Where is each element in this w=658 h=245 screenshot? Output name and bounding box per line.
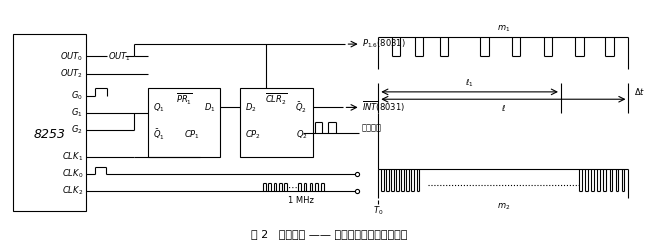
Text: $CP_2$: $CP_2$	[245, 129, 261, 141]
Text: $\bar{Q}_2$: $\bar{Q}_2$	[295, 100, 307, 115]
Text: $OUT_1$: $OUT_1$	[108, 50, 131, 63]
Text: $P_{1.6}$(8031): $P_{1.6}$(8031)	[362, 38, 405, 50]
Text: $Q_1$: $Q_1$	[153, 101, 165, 114]
Text: $Q_2$: $Q_2$	[295, 129, 307, 141]
Text: $OUT_2$: $OUT_2$	[60, 67, 83, 80]
Text: $OUT_0$: $OUT_0$	[60, 50, 83, 63]
Text: 1 MHz: 1 MHz	[288, 196, 315, 205]
Text: $T_0$: $T_0$	[373, 204, 384, 217]
Text: $\ell_1$: $\ell_1$	[465, 77, 474, 89]
FancyBboxPatch shape	[240, 88, 313, 157]
Text: $m_1$: $m_1$	[497, 23, 510, 34]
Text: 图 2   测频计数 —— 测周计脉冲法测量原理图: 图 2 测频计数 —— 测周计脉冲法测量原理图	[251, 229, 407, 239]
Text: $\cdots$: $\cdots$	[288, 182, 298, 192]
Text: 8253: 8253	[34, 128, 65, 141]
Text: $G_2$: $G_2$	[71, 123, 83, 136]
Text: $\overline{CLR_2}$: $\overline{CLR_2}$	[265, 91, 288, 107]
Text: $D_2$: $D_2$	[245, 101, 257, 114]
Text: $G_0$: $G_0$	[71, 89, 83, 102]
Text: $D_1$: $D_1$	[203, 101, 215, 114]
Text: $\Delta t$: $\Delta t$	[634, 86, 645, 97]
Text: $CLK_1$: $CLK_1$	[62, 150, 83, 163]
Text: $\ell$: $\ell$	[501, 103, 506, 113]
Text: $CLK_0$: $CLK_0$	[62, 168, 83, 180]
FancyBboxPatch shape	[13, 34, 86, 211]
FancyBboxPatch shape	[148, 88, 220, 157]
Text: $CLK_2$: $CLK_2$	[62, 185, 83, 197]
Text: $\overline{PR_1}$: $\overline{PR_1}$	[176, 91, 193, 107]
Text: $G_1$: $G_1$	[71, 106, 83, 119]
Text: $\overline{INT}$(8031): $\overline{INT}$(8031)	[362, 100, 405, 114]
Text: $\bar{Q}_1$: $\bar{Q}_1$	[153, 128, 165, 142]
Text: $m_2$: $m_2$	[497, 201, 510, 212]
Text: $CP_1$: $CP_1$	[184, 129, 200, 141]
Text: 光电脉冲: 光电脉冲	[362, 124, 382, 133]
